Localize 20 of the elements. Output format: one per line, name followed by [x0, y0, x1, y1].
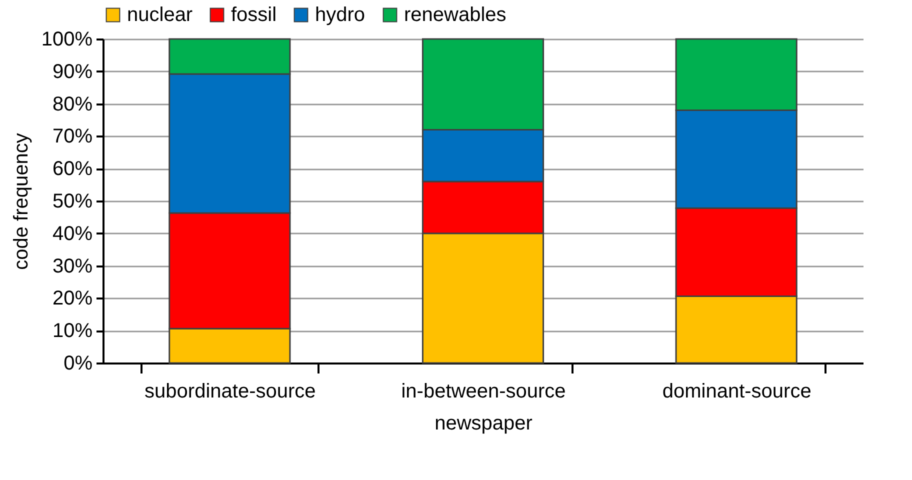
x-tick-label: in-between-source [401, 380, 566, 402]
x-tick-label: subordinate-source [144, 380, 316, 402]
y-tick-label: 70% [52, 126, 93, 148]
y-tick-label: 0% [64, 352, 93, 374]
y-tick-label: 100% [41, 28, 93, 50]
legend-label: renewables [404, 4, 506, 26]
y-tick-label: 20% [52, 288, 93, 310]
y-tick-label: 10% [52, 320, 93, 342]
y-tick-label: 90% [52, 60, 93, 83]
y-tick-label: 30% [52, 255, 93, 278]
y-axis-title: code frequency [10, 133, 32, 270]
y-tick-label: 80% [52, 93, 93, 116]
y-tick-label: 50% [52, 190, 93, 212]
legend-label: nuclear [127, 4, 193, 26]
y-tick-label: 40% [52, 222, 93, 245]
x-axis-title: newspaper [434, 412, 533, 434]
y-tick-label: 60% [52, 158, 93, 180]
legend-label: hydro [315, 4, 366, 26]
x-tick-label: dominant-source [662, 380, 812, 402]
legend-label: fossil [231, 4, 277, 26]
